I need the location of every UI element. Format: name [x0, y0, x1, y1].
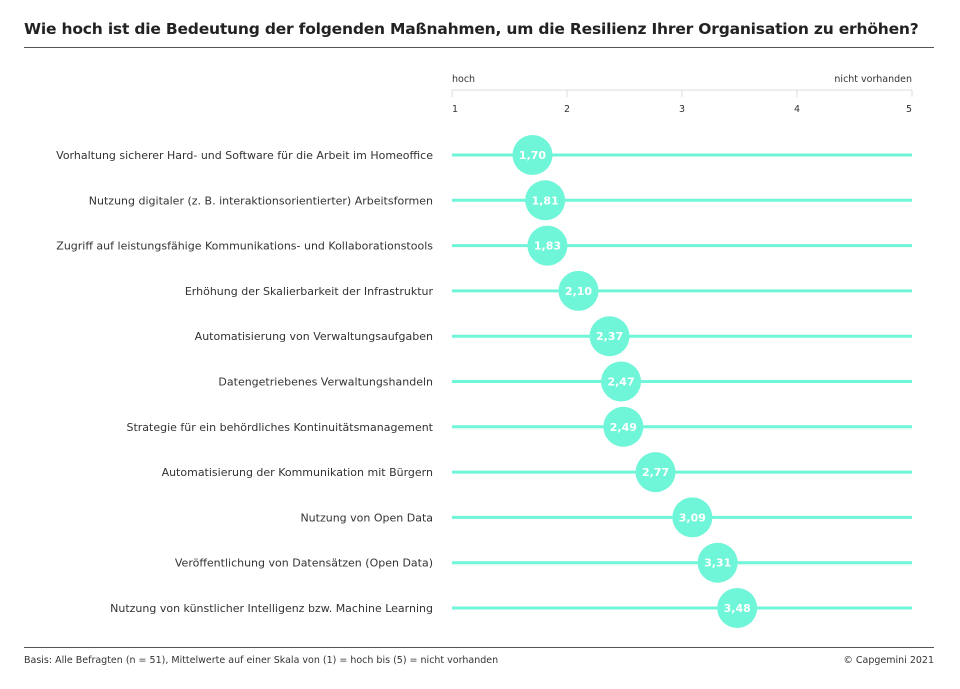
- data-point: [558, 270, 599, 311]
- x-tick-label: 4: [794, 104, 800, 115]
- data-point: [525, 180, 566, 221]
- data-label: 2,77: [642, 466, 669, 479]
- category-label: Automatisierung von Verwaltungsaufgaben: [195, 330, 433, 343]
- x-tick-label: 2: [564, 104, 570, 115]
- category-label: Erhöhung der Skalierbarkeit der Infrastr…: [185, 285, 434, 298]
- axis-label-not-present: nicht vorhanden: [834, 74, 912, 85]
- data-label: 2,10: [565, 285, 592, 298]
- category-label: Datengetriebenes Verwaltungshandeln: [218, 376, 433, 389]
- footer-copyright: © Capgemini 2021: [843, 655, 934, 666]
- x-tick-label: 5: [906, 104, 912, 115]
- data-point: [512, 135, 553, 175]
- x-tick-label: 3: [679, 104, 685, 115]
- dot-chart: hoch nicht vorhanden 1 2 3 4 5 Vorhaltung siche…: [56, 74, 913, 628]
- data-point: [601, 361, 642, 402]
- data-point: [717, 588, 758, 628]
- data-point: [672, 497, 713, 538]
- category-label: Vorhaltung sicherer Hard- und Software f…: [56, 149, 433, 162]
- data-label: 1,70: [519, 149, 546, 162]
- data-label: 3,31: [704, 557, 731, 570]
- chart-title: Wie hoch ist die Bedeutung der folgenden…: [24, 20, 919, 38]
- category-label: Automatisierung der Kommunikation mit Bü…: [162, 466, 433, 479]
- data-label: 2,47: [607, 376, 634, 389]
- data-label: 1,81: [532, 194, 559, 207]
- footer-basis: Basis: Alle Befragten (n = 51), Mittelwe…: [24, 655, 499, 666]
- footer-divider: [24, 647, 934, 648]
- data-point: [635, 452, 676, 493]
- title-divider: [24, 47, 934, 48]
- data-point: [589, 316, 630, 357]
- data-label: 2,37: [596, 330, 623, 343]
- data-point: [697, 542, 738, 583]
- data-label: 3,09: [679, 511, 706, 524]
- category-label: Nutzung von künstlicher Intelligenz bzw.…: [110, 602, 433, 615]
- data-label: 3,48: [724, 602, 751, 615]
- x-tick-label: 1: [452, 104, 458, 115]
- category-label: Nutzung digitaler (z. B. interaktionsori…: [89, 194, 433, 207]
- axis-label-high: hoch: [452, 74, 475, 85]
- category-label: Strategie für ein behördliches Kontinuit…: [126, 421, 433, 434]
- category-label: Veröffentlichung von Datensätzen (Open D…: [175, 557, 433, 570]
- data-point: [603, 406, 644, 447]
- category-label: Nutzung von Open Data: [300, 511, 433, 524]
- data-label: 1,83: [534, 240, 561, 253]
- data-point: [527, 225, 568, 266]
- category-label: Zugriff auf leistungsfähige Kommunikatio…: [56, 240, 433, 253]
- data-label: 2,49: [610, 421, 637, 434]
